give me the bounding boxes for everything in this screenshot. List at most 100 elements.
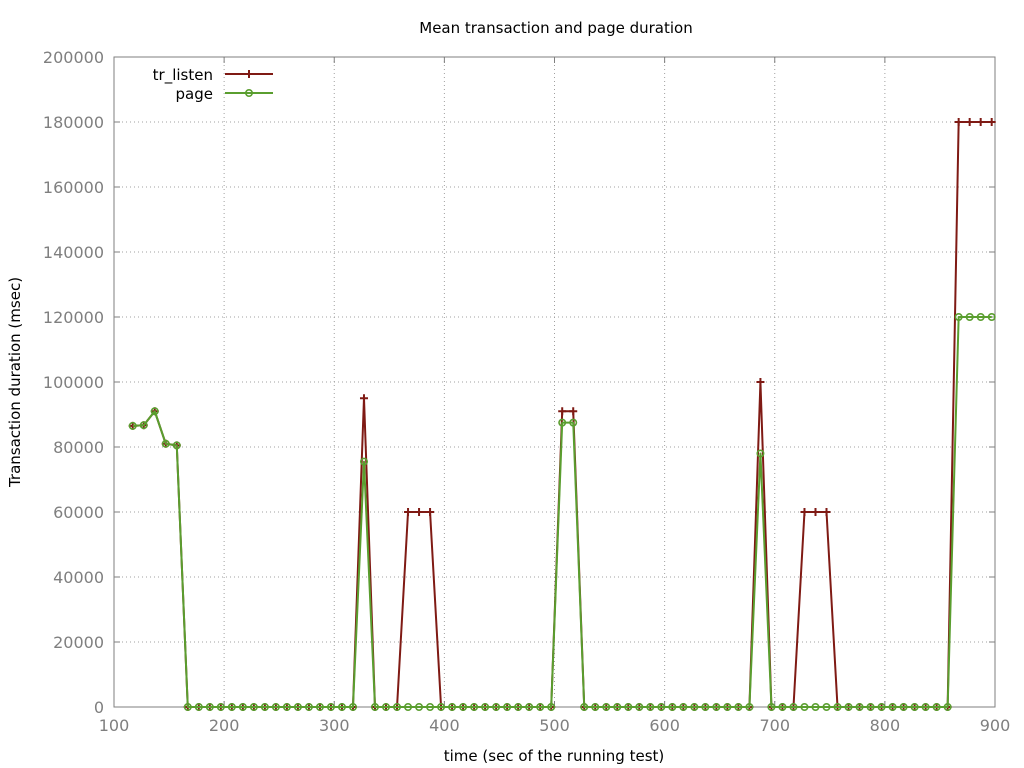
x-tick-label: 400 [429, 716, 460, 735]
chart-title: Mean transaction and page duration [419, 19, 692, 37]
data-point-page [580, 702, 589, 711]
data-point-page [624, 702, 633, 711]
data-point-tr-listen [426, 508, 435, 516]
x-tick-label: 500 [539, 716, 570, 735]
data-point-page [734, 702, 743, 711]
data-point-page [238, 702, 247, 711]
x-tick-label: 900 [980, 716, 1011, 735]
data-point-page [359, 457, 368, 466]
y-tick-label: 60000 [53, 503, 104, 522]
x-tick-label: 700 [759, 716, 790, 735]
legend-marker-page [245, 89, 254, 98]
data-point-page [701, 702, 710, 711]
data-point-page [635, 702, 644, 711]
data-point-page [767, 702, 776, 711]
data-point-page [899, 702, 908, 711]
series-group [128, 118, 996, 711]
legend-entry-tr-listen: tr_listen [153, 66, 273, 85]
data-point-page [326, 702, 335, 711]
data-point-tr-listen [976, 118, 985, 126]
data-point-tr-listen [415, 508, 424, 516]
x-tick-label: 600 [649, 716, 680, 735]
y-tick-label: 140000 [43, 243, 104, 262]
data-point-page [800, 702, 809, 711]
data-point-page [976, 312, 985, 321]
data-point-page [249, 702, 258, 711]
data-point-tr-listen [822, 508, 831, 516]
data-point-tr-listen [359, 394, 368, 403]
legend-label-tr-listen: tr_listen [153, 66, 213, 85]
data-point-tr-listen [404, 508, 413, 516]
data-point-page [348, 702, 357, 711]
x-tick-label: 800 [870, 716, 901, 735]
data-point-tr-listen [954, 118, 963, 126]
data-point-page [558, 418, 567, 427]
data-point-page [690, 702, 699, 711]
data-point-page [426, 702, 435, 711]
data-point-page [194, 702, 203, 711]
data-point-page [833, 702, 842, 711]
data-point-page [756, 449, 765, 458]
y-tick-label: 100000 [43, 373, 104, 392]
data-point-tr-listen [756, 378, 765, 386]
data-point-page [470, 702, 479, 711]
data-point-page [723, 702, 732, 711]
data-point-page [646, 702, 655, 711]
data-point-page [161, 439, 170, 448]
data-point-page [282, 702, 291, 711]
data-point-page [932, 702, 941, 711]
grid [114, 57, 995, 707]
data-point-page [404, 702, 413, 711]
legend-label-page: page [176, 85, 213, 103]
data-point-page [778, 702, 787, 711]
data-point-page [745, 702, 754, 711]
legend-point-page [245, 89, 254, 98]
data-point-page [811, 702, 820, 711]
legend-marker-tr-listen [245, 70, 253, 78]
data-point-page [293, 702, 302, 711]
y-tick-label: 40000 [53, 568, 104, 587]
data-point-page [139, 421, 148, 430]
data-point-page [613, 702, 622, 711]
data-point-page [393, 702, 402, 711]
data-point-page [370, 702, 379, 711]
x-tick-label: 200 [209, 716, 240, 735]
x-tick-label: 300 [319, 716, 350, 735]
data-point-page [271, 702, 280, 711]
data-point-page [877, 702, 886, 711]
y-axis: 0 20000 40000 60000 80000 100000 120000 140000 1… [43, 48, 995, 717]
data-point-page [679, 702, 688, 711]
y-tick-label: 200000 [43, 48, 104, 67]
data-point-page [128, 421, 137, 430]
data-point-page [227, 702, 236, 711]
data-point-page [382, 702, 391, 711]
y-tick-label: 20000 [53, 633, 104, 652]
data-point-page [987, 312, 996, 321]
data-point-tr-listen [811, 508, 820, 516]
data-point-tr-listen [800, 508, 809, 516]
data-point-page [866, 702, 875, 711]
data-point-tr-listen [569, 407, 578, 416]
data-point-page [888, 702, 897, 711]
data-point-page [547, 702, 556, 711]
data-point-page [668, 702, 677, 711]
legend-point-tr-listen [245, 70, 253, 78]
data-point-page [921, 702, 930, 711]
data-point-tr-listen [987, 118, 996, 126]
series-line-page [132, 316, 992, 708]
data-point-page [712, 702, 721, 711]
data-point-page [965, 312, 974, 321]
y-tick-label: 80000 [53, 438, 104, 457]
y-axis-title: Transaction duration (msec) [6, 277, 24, 488]
legend: tr_listen page [153, 66, 273, 103]
x-axis: 100 200 300 400 500 600 700 800 900 [99, 57, 1011, 735]
data-point-page [514, 702, 523, 711]
data-point-page [437, 702, 446, 711]
data-point-page [315, 702, 324, 711]
legend-entry-page: page [176, 85, 273, 103]
data-point-page [304, 702, 313, 711]
data-point-page [789, 702, 798, 711]
data-point-page [569, 418, 578, 427]
data-point-page [525, 702, 534, 711]
